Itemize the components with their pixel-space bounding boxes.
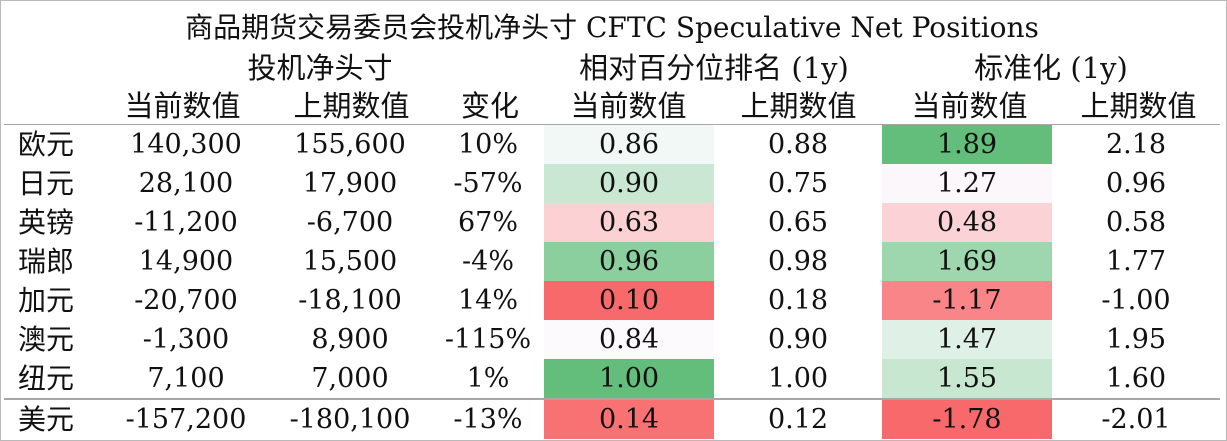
- cell-rank-previous: 0.90: [767, 324, 829, 355]
- cell-net-previous: 155,600: [294, 129, 406, 160]
- positions-table: 欧元 140,300 155,600 10% 0.86 0.88 1.89 2.18 日元 28,…: [4, 125, 1220, 439]
- col-header-net-previous: 上期数值: [293, 89, 410, 123]
- cell-std-current: 1.27: [882, 164, 1052, 203]
- cell-net-previous: -6,700: [306, 207, 394, 238]
- table-row: 纽元 7,100 7,000 1% 1.00 1.00 1.55 1.60: [4, 359, 1220, 399]
- cell-rank-current: 1.00: [544, 359, 714, 399]
- cell-rank-current: 0.96: [544, 242, 714, 281]
- cell-std-current: 1.69: [882, 242, 1052, 281]
- cell-rank-previous: 0.75: [767, 168, 829, 199]
- cell-std-previous: 1.60: [1105, 363, 1167, 394]
- cell-net-previous: -18,100: [298, 285, 402, 316]
- cell-rank-previous: 1.00: [767, 363, 829, 394]
- cell-change: -4%: [462, 246, 514, 277]
- cell-std-previous: 2.18: [1105, 129, 1167, 160]
- cell-net-current: -20,700: [134, 285, 238, 316]
- row-label: 美元: [4, 398, 104, 439]
- cell-rank-current: 0.90: [544, 164, 714, 203]
- cell-rank-previous: 0.12: [714, 398, 882, 439]
- group-header-standardized: 标准化 (1y): [974, 51, 1128, 85]
- cell-rank-current: 0.84: [544, 320, 714, 359]
- cell-net-current: 28,100: [138, 168, 234, 199]
- cell-net-previous: 17,900: [302, 168, 398, 199]
- table-row: 美元 -157,200 -180,100 -13% 0.14 0.12 -1.78 -2.01: [4, 398, 1220, 439]
- cell-net-current: -11,200: [134, 207, 238, 238]
- cell-net-previous: -180,100: [268, 398, 432, 439]
- cell-change: -115%: [444, 324, 532, 355]
- cell-net-previous: 8,900: [311, 324, 389, 355]
- cell-std-previous: -2.01: [1052, 398, 1220, 439]
- cell-std-current: 0.48: [882, 203, 1052, 242]
- row-label: 英镑: [18, 206, 75, 239]
- cell-rank-current: 0.14: [544, 398, 714, 439]
- cell-rank-previous: 0.98: [767, 246, 829, 277]
- table-row: 瑞郎 14,900 15,500 -4% 0.96 0.98 1.69 1.77: [4, 242, 1220, 281]
- cell-std-current: 1.89: [882, 125, 1052, 164]
- cell-change: 1%: [466, 363, 510, 394]
- table-title: 商品期货交易委员会投机净头寸 CFTC Speculative Net Posi…: [185, 11, 1039, 44]
- col-header-std-current: 当前数值: [911, 89, 1028, 123]
- cell-rank-current: 0.10: [544, 281, 714, 320]
- cell-net-current: 14,900: [138, 246, 234, 277]
- table-row: 澳元 -1,300 8,900 -115% 0.84 0.90 1.47 1.95: [4, 320, 1220, 359]
- cell-std-current: 1.47: [882, 320, 1052, 359]
- cell-change: 67%: [457, 207, 518, 238]
- cell-std-current: -1.78: [882, 398, 1052, 439]
- col-header-change: 变化: [460, 89, 519, 123]
- row-label: 欧元: [18, 128, 75, 161]
- cell-std-previous: 0.96: [1105, 168, 1167, 199]
- cell-net-current: -157,200: [104, 398, 268, 439]
- row-label: 澳元: [18, 323, 75, 356]
- table-row: 加元 -20,700 -18,100 14% 0.10 0.18 -1.17 -1.00: [4, 281, 1220, 320]
- col-header-net-current: 当前数值: [124, 89, 241, 123]
- row-label: 纽元: [18, 362, 75, 395]
- cell-std-previous: 1.95: [1105, 324, 1167, 355]
- table-row: 欧元 140,300 155,600 10% 0.86 0.88 1.89 2.18: [4, 125, 1220, 164]
- col-header-rank-previous: 上期数值: [740, 89, 857, 123]
- col-header-std-previous: 上期数值: [1080, 89, 1197, 123]
- col-header-rank-current: 当前数值: [570, 89, 687, 123]
- group-header-percentile-rank: 相对百分位排名 (1y): [579, 51, 849, 85]
- cell-rank-current: 0.63: [544, 203, 714, 242]
- row-label: 瑞郎: [18, 245, 75, 278]
- row-label: 日元: [18, 167, 75, 200]
- cell-rank-previous: 0.18: [767, 285, 829, 316]
- cell-rank-current: 0.86: [544, 125, 714, 164]
- cell-rank-previous: 0.88: [767, 129, 829, 160]
- cell-std-previous: -1.00: [1101, 285, 1171, 316]
- header-divider: [4, 124, 1220, 125]
- cell-change: 14%: [457, 285, 518, 316]
- cell-std-previous: 0.58: [1105, 207, 1167, 238]
- row-label: 加元: [18, 284, 75, 317]
- cell-net-current: 140,300: [130, 129, 242, 160]
- cell-net-previous: 7,000: [311, 363, 389, 394]
- cell-net-current: -1,300: [142, 324, 230, 355]
- cell-change: -57%: [453, 168, 523, 199]
- cell-std-current: -1.17: [882, 281, 1052, 320]
- cell-std-previous: 1.77: [1105, 246, 1167, 277]
- cell-net-previous: 15,500: [302, 246, 398, 277]
- cell-rank-previous: 0.65: [767, 207, 829, 238]
- group-header-net-positions: 投机净头寸: [247, 51, 393, 85]
- table-row: 英镑 -11,200 -6,700 67% 0.63 0.65 0.48 0.58: [4, 203, 1220, 242]
- table-row: 日元 28,100 17,900 -57% 0.90 0.75 1.27 0.96: [4, 164, 1220, 203]
- cell-std-current: 1.55: [882, 359, 1052, 399]
- cell-change: 10%: [457, 129, 518, 160]
- cell-change: -13%: [432, 398, 544, 439]
- cell-net-current: 7,100: [147, 363, 225, 394]
